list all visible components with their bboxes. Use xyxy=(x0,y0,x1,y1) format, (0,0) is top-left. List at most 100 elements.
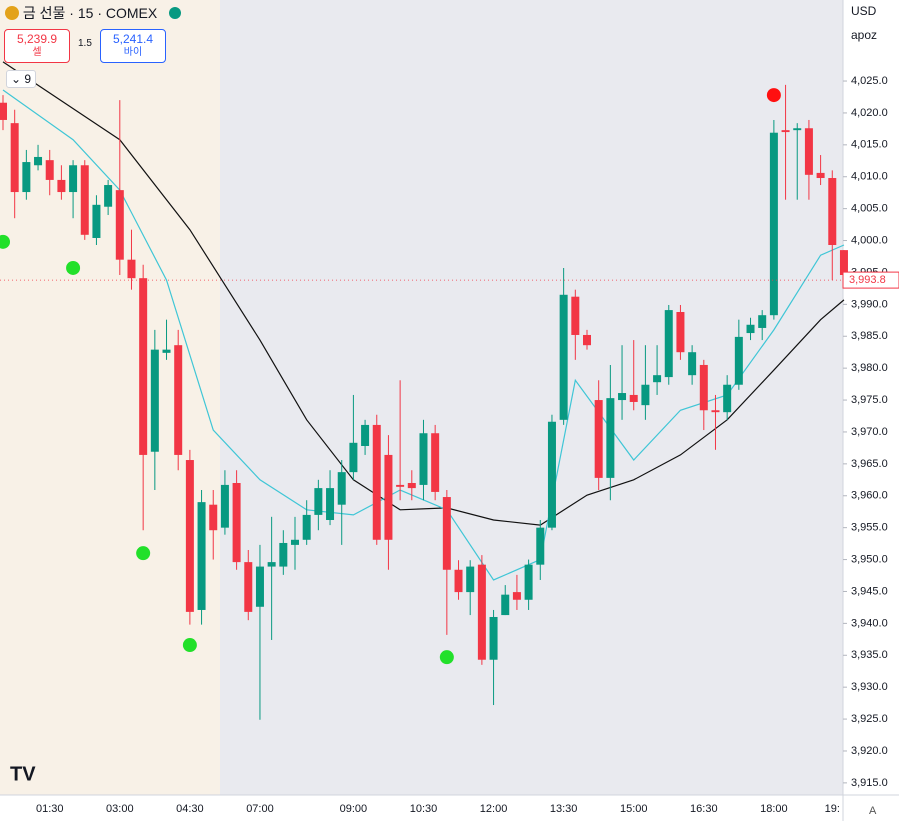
price-tag xyxy=(842,271,899,289)
candle-body xyxy=(688,352,697,376)
candle-body xyxy=(267,562,276,567)
candle-body xyxy=(804,128,813,175)
signal-dot xyxy=(66,260,81,275)
y-tick-label: 3,965.0 xyxy=(851,458,888,470)
candle-body xyxy=(361,424,370,446)
candle-body xyxy=(442,497,451,570)
candle-body xyxy=(349,442,358,473)
buy-price: 5,241.4 xyxy=(112,32,154,46)
candle-body xyxy=(10,123,19,193)
x-tick-label: 07:00 xyxy=(246,803,274,815)
candle-body xyxy=(326,488,335,521)
plot xyxy=(0,61,848,720)
price-tag-label: 3,993.8 xyxy=(849,274,886,286)
candle-body xyxy=(746,324,755,334)
candle-body xyxy=(466,566,475,593)
y-tick-label: 3,975.0 xyxy=(851,394,888,406)
candle-body xyxy=(139,278,148,455)
auto-scale[interactable]: A xyxy=(869,805,877,817)
candle-body xyxy=(174,345,183,455)
y-tick-label: 3,970.0 xyxy=(851,426,888,438)
candle-body xyxy=(337,472,346,505)
candle-body xyxy=(0,102,7,120)
spread: 1.5 xyxy=(78,38,92,49)
candle-body xyxy=(220,484,229,528)
candle-body xyxy=(255,566,264,607)
signal-dot xyxy=(136,546,151,561)
x-tick-label: 09:00 xyxy=(340,803,368,815)
candle-body xyxy=(185,460,194,612)
signal-dot xyxy=(0,234,10,249)
y-tick-label: 3,980.0 xyxy=(851,362,888,374)
candle-body xyxy=(758,315,767,328)
currency[interactable]: USD xyxy=(851,4,877,18)
candle-body xyxy=(793,128,802,131)
signal-dot xyxy=(182,638,197,653)
candle-body xyxy=(407,482,416,489)
account[interactable]: apoz xyxy=(851,28,878,42)
candle-body xyxy=(664,310,673,378)
candle-body xyxy=(69,165,78,193)
candle-body xyxy=(501,594,510,616)
candle-body xyxy=(244,562,253,612)
candle-body xyxy=(583,334,591,346)
candle-body xyxy=(618,393,627,401)
candle-body xyxy=(489,616,498,660)
candle-body xyxy=(781,130,790,133)
y-tick-label: 3,930.0 xyxy=(851,681,888,693)
x-tick-label: 18:00 xyxy=(760,803,788,815)
moving-average xyxy=(2,61,845,526)
candle-body xyxy=(396,484,405,487)
candle-body xyxy=(839,250,848,275)
candle-body xyxy=(162,349,171,353)
logo: TV xyxy=(10,763,36,785)
candle-body xyxy=(477,564,486,660)
candle-body xyxy=(291,539,299,545)
y-tick-label: 4,000.0 xyxy=(851,234,888,246)
candle-body xyxy=(723,384,732,413)
signal-dot xyxy=(766,88,781,103)
candle-body xyxy=(594,400,603,478)
y-tick-label: 3,920.0 xyxy=(851,745,888,757)
buy-button[interactable]: 5,241.4 바이 xyxy=(100,29,166,63)
candle-body xyxy=(547,421,556,528)
candle-body xyxy=(104,185,113,207)
sell-label: 셀 xyxy=(32,47,42,58)
y-tick-label: 3,985.0 xyxy=(851,330,888,342)
candle-body xyxy=(524,564,533,600)
candle-body xyxy=(314,488,323,515)
x-tick-label: 04:30 xyxy=(176,803,204,815)
y-tick-label: 3,955.0 xyxy=(851,522,888,534)
y-tick-label: 3,915.0 xyxy=(851,777,888,789)
candle-body xyxy=(699,364,708,411)
y-tick-label: 3,940.0 xyxy=(851,617,888,629)
candle-body xyxy=(232,482,241,563)
candle-body xyxy=(828,178,837,246)
sell-button[interactable]: 5,239.9 셀 xyxy=(4,29,70,63)
sell-price: 5,239.9 xyxy=(16,32,58,46)
signal-dot xyxy=(439,650,454,665)
pre-session-bg xyxy=(0,0,220,795)
candle-body xyxy=(431,433,440,492)
candle-body xyxy=(711,410,720,413)
x-tick-label: 01:30 xyxy=(36,803,64,815)
indicator-toggle[interactable]: ⌄ 9 xyxy=(6,70,37,88)
symbol-bar: 금 선물 · 15 · COMEX xyxy=(5,3,182,23)
y-tick-label: 3,925.0 xyxy=(851,713,888,725)
axes: 4,025.0 4,020.0 4,015.0 4,010.0 4,005.0 4,000… xyxy=(36,75,899,815)
session-bg xyxy=(220,0,843,795)
status xyxy=(169,7,182,19)
y-tick-label: 3,935.0 xyxy=(851,649,888,661)
candle-body xyxy=(816,172,825,179)
candle-body xyxy=(22,162,31,193)
candle-body xyxy=(197,502,206,610)
candle-body xyxy=(454,569,463,593)
candle-body xyxy=(559,294,568,420)
candle-body xyxy=(34,156,43,166)
y-tick-label: 4,010.0 xyxy=(851,171,888,183)
icon xyxy=(5,6,19,20)
symbol: 금 선물 · 15 · COMEX xyxy=(22,5,158,21)
y-tick-label: 4,025.0 xyxy=(851,75,888,87)
y-tick-label: 3,950.0 xyxy=(851,553,888,565)
